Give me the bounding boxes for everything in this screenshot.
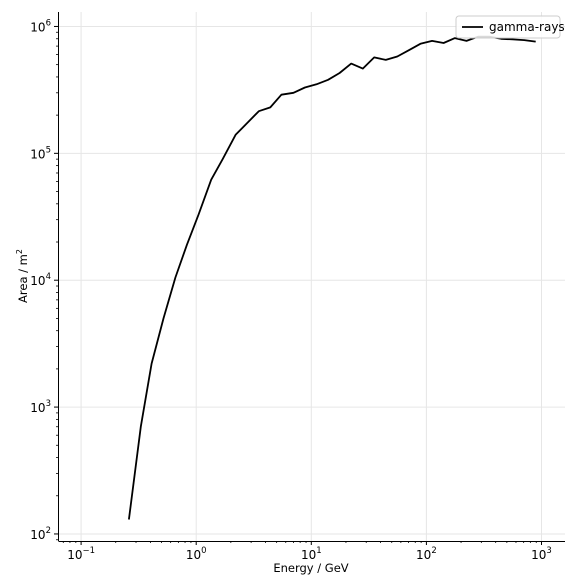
x-tick-label-base: 10 (416, 548, 431, 562)
series-layer (128, 35, 536, 520)
y-tick-label-base: 10 (30, 274, 45, 288)
x-tick-label-base: 10 (531, 548, 546, 562)
x-ticks: 10−1 100 101 102 103 (62, 541, 552, 562)
x-tick-label: 101 (301, 546, 322, 562)
y-tick-label-exponent: 5 (46, 145, 51, 155)
y-axis-label-base: Area / m (16, 254, 30, 303)
x-tick-label-exponent: 3 (546, 546, 551, 556)
y-tick-label-exponent: 6 (46, 18, 51, 28)
x-tick-label-exponent: −1 (82, 546, 95, 556)
y-tick-label: 103 (30, 399, 51, 415)
y-axis-label: Area / m2 (15, 249, 30, 303)
x-tick-label: 103 (531, 546, 552, 562)
y-tick-label-exponent: 4 (46, 272, 51, 282)
series-line-gamma-rays (128, 35, 536, 520)
x-tick-label-exponent: 0 (201, 546, 206, 556)
x-tick-label-exponent: 2 (431, 546, 436, 556)
y-tick-label-base: 10 (30, 401, 45, 415)
y-tick-label: 105 (30, 145, 51, 161)
x-tick-label-base: 10 (301, 548, 316, 562)
y-tick-label: 106 (30, 18, 51, 34)
y-tick-label-exponent: 2 (46, 526, 51, 536)
y-tick-label: 104 (30, 272, 51, 288)
legend-label: gamma-rays (489, 20, 565, 34)
x-tick-label: 100 (186, 546, 207, 562)
x-tick-label: 10−1 (67, 546, 95, 562)
x-tick-label-base: 10 (186, 548, 201, 562)
y-tick-label-base: 10 (30, 528, 45, 542)
x-tick-label-base: 10 (67, 548, 82, 562)
x-axis-label: Energy / GeV (273, 561, 348, 575)
y-axis-label-exponent: 2 (15, 249, 24, 254)
y-tick-label-base: 10 (30, 20, 45, 34)
y-tick-label-exponent: 3 (46, 399, 51, 409)
legend-box (455, 15, 561, 39)
y-tick-label-base: 10 (30, 147, 45, 161)
x-tick-label-exponent: 1 (316, 546, 321, 556)
y-tick-label: 102 (30, 526, 51, 542)
legend: gamma-rays (455, 15, 565, 39)
x-tick-label: 102 (416, 546, 437, 562)
